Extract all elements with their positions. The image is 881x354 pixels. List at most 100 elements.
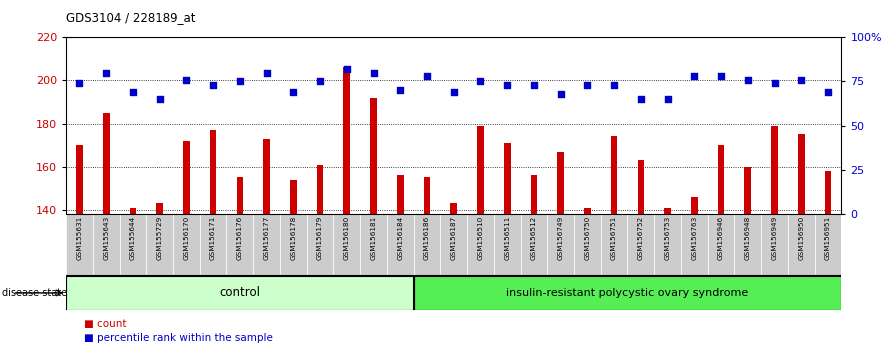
Point	[741, 77, 755, 82]
Text: GSM156949: GSM156949	[772, 215, 778, 260]
Bar	[478, 126, 484, 214]
Bar	[504, 143, 510, 214]
Bar	[120, 214, 146, 276]
Text: GSM156752: GSM156752	[638, 215, 644, 260]
Text: disease state: disease state	[2, 288, 67, 298]
Bar	[494, 214, 521, 276]
Point	[100, 70, 114, 75]
Text: GSM155643: GSM155643	[103, 215, 109, 260]
Point	[393, 87, 407, 93]
Bar	[413, 214, 440, 276]
Point	[473, 79, 487, 84]
Text: GSM156184: GSM156184	[397, 215, 403, 260]
Point	[794, 77, 808, 82]
Point	[126, 89, 140, 95]
Bar	[290, 179, 297, 214]
Bar	[691, 197, 698, 214]
Bar	[761, 214, 788, 276]
Text: control: control	[219, 286, 261, 299]
Point	[527, 82, 541, 88]
Point	[260, 70, 274, 75]
Text: GSM156749: GSM156749	[558, 215, 564, 260]
Text: GSM156512: GSM156512	[531, 215, 537, 260]
Bar	[815, 214, 841, 276]
Bar	[521, 214, 547, 276]
Point	[661, 96, 675, 102]
Bar	[771, 126, 778, 214]
Point	[286, 89, 300, 95]
Text: GSM156511: GSM156511	[504, 215, 510, 260]
Point	[447, 89, 461, 95]
Text: GSM156186: GSM156186	[424, 215, 430, 260]
Text: GSM155631: GSM155631	[77, 215, 83, 260]
Text: GSM156178: GSM156178	[291, 215, 296, 260]
Text: GDS3104 / 228189_at: GDS3104 / 228189_at	[66, 11, 196, 24]
Bar	[333, 214, 360, 276]
Text: GSM156751: GSM156751	[611, 215, 617, 260]
Text: ■ count: ■ count	[84, 319, 126, 329]
Point	[500, 82, 515, 88]
Text: GSM156171: GSM156171	[210, 215, 216, 260]
Text: GSM156946: GSM156946	[718, 215, 724, 260]
Bar	[387, 214, 413, 276]
Point	[420, 73, 434, 79]
Bar	[130, 208, 137, 214]
Text: GSM156950: GSM156950	[798, 215, 804, 260]
Bar	[707, 214, 735, 276]
Bar	[146, 214, 173, 276]
Point	[714, 73, 728, 79]
Bar	[103, 113, 109, 214]
Bar	[547, 214, 574, 276]
Bar	[735, 214, 761, 276]
Text: GSM156170: GSM156170	[183, 215, 189, 260]
Point	[72, 80, 86, 86]
Bar	[424, 177, 430, 214]
Bar	[530, 175, 537, 214]
Bar	[718, 145, 724, 214]
Bar	[280, 214, 307, 276]
Text: GSM156763: GSM156763	[692, 215, 698, 260]
Text: GSM156177: GSM156177	[263, 215, 270, 260]
Bar	[316, 165, 323, 214]
Bar	[558, 152, 564, 214]
Bar	[183, 141, 189, 214]
Bar	[93, 214, 120, 276]
Text: GSM156187: GSM156187	[451, 215, 456, 260]
Point	[340, 66, 354, 72]
Point	[366, 70, 381, 75]
Text: GSM156180: GSM156180	[344, 215, 350, 260]
Bar	[370, 98, 377, 214]
Bar	[584, 208, 591, 214]
Bar	[788, 214, 815, 276]
Text: GSM156179: GSM156179	[317, 215, 323, 260]
Text: GSM156948: GSM156948	[744, 215, 751, 260]
Bar	[601, 214, 627, 276]
Bar	[66, 276, 413, 310]
Point	[581, 82, 595, 88]
Text: GSM156176: GSM156176	[237, 215, 243, 260]
Bar	[574, 214, 601, 276]
Bar	[467, 214, 494, 276]
Bar	[825, 171, 832, 214]
Bar	[664, 208, 671, 214]
Bar	[798, 134, 804, 214]
Bar	[655, 214, 681, 276]
Bar	[236, 177, 243, 214]
Point	[313, 79, 327, 84]
Text: GSM156510: GSM156510	[478, 215, 484, 260]
Bar	[360, 214, 387, 276]
Bar	[200, 214, 226, 276]
Text: GSM156753: GSM156753	[664, 215, 670, 260]
Bar	[210, 130, 217, 214]
Point	[553, 91, 567, 97]
Bar	[226, 214, 253, 276]
Point	[821, 89, 835, 95]
Point	[767, 80, 781, 86]
Point	[607, 82, 621, 88]
Bar	[440, 214, 467, 276]
Bar	[253, 214, 280, 276]
Bar	[638, 160, 644, 214]
Bar	[413, 276, 841, 310]
Point	[633, 96, 648, 102]
Text: ■ percentile rank within the sample: ■ percentile rank within the sample	[84, 333, 272, 343]
